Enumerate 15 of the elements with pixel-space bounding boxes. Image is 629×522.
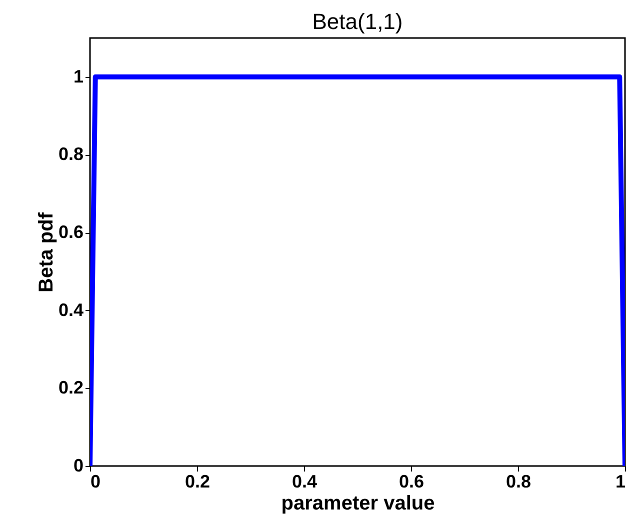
x-axis-title: parameter value xyxy=(281,492,435,514)
x-tick-label: 1 xyxy=(615,472,626,492)
y-axis-title: Beta pdf xyxy=(35,212,58,292)
y-tick-label: 1 xyxy=(73,66,84,86)
y-tick-label: 0.6 xyxy=(58,222,84,242)
y-tick-label: 0.2 xyxy=(58,378,84,398)
chart-title: Beta(1,1) xyxy=(312,9,403,34)
x-tick-label: 0.4 xyxy=(292,472,318,492)
x-tick-label: 0.8 xyxy=(506,472,532,492)
y-tick-label: 0.8 xyxy=(58,144,84,164)
x-tick-label: 0.2 xyxy=(184,472,210,492)
x-tick-label: 0 xyxy=(90,472,101,492)
y-tick-label: 0.4 xyxy=(58,300,84,320)
x-tick-label: 0.6 xyxy=(398,472,424,492)
y-tick-label: 0 xyxy=(73,456,84,476)
